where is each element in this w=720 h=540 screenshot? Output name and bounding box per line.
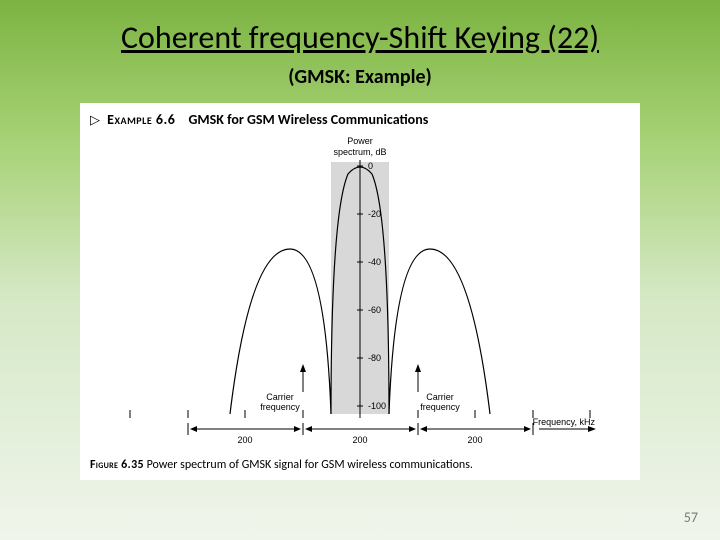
svg-text:Power: Power — [347, 136, 373, 146]
chart-svg: Powerspectrum, dB 0 -20 -40 -60 -80 -100 Carrie… — [90, 134, 630, 454]
svg-text:-60: -60 — [368, 305, 381, 315]
page-number: 57 — [684, 509, 698, 526]
figure-container: ▷ Example 6.6 GMSK for GSM Wireless Comm… — [80, 103, 640, 480]
page-title: Coherent frequency-Shift Keying (22) — [0, 0, 720, 57]
svg-text:-40: -40 — [368, 257, 381, 267]
page-subtitle: (GMSK: Example) — [0, 65, 720, 89]
svg-text:200: 200 — [467, 435, 482, 445]
svg-text:Frequency, kHz: Frequency, kHz — [533, 417, 596, 427]
figure-caption: Figure 6.35 Power spectrum of GMSK signa… — [90, 454, 630, 474]
svg-text:200: 200 — [352, 435, 367, 445]
svg-text:spectrum, dB: spectrum, dB — [333, 147, 386, 157]
svg-text:frequency: frequency — [260, 402, 300, 412]
example-arrow-icon: ▷ — [90, 113, 100, 128]
figure-caption-label: Figure 6.35 — [90, 458, 144, 472]
svg-text:-20: -20 — [368, 209, 381, 219]
power-spectrum-chart: Powerspectrum, dB 0 -20 -40 -60 -80 -100 Carrie… — [90, 134, 630, 454]
svg-text:200: 200 — [237, 435, 252, 445]
svg-text:0: 0 — [368, 161, 373, 171]
figure-caption-text: Power spectrum of GMSK signal for GSM wi… — [147, 458, 473, 472]
example-header: ▷ Example 6.6 GMSK for GSM Wireless Comm… — [90, 109, 630, 134]
example-title: GMSK for GSM Wireless Communications — [189, 111, 429, 128]
svg-text:-100: -100 — [368, 401, 386, 411]
svg-text:Carrier: Carrier — [266, 392, 294, 402]
svg-text:frequency: frequency — [420, 402, 460, 412]
svg-text:-80: -80 — [368, 353, 381, 363]
svg-text:Carrier: Carrier — [426, 392, 454, 402]
example-label: Example 6.6 — [107, 111, 175, 128]
